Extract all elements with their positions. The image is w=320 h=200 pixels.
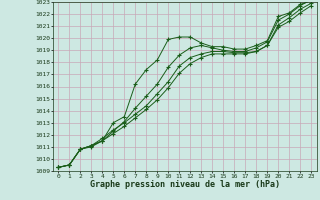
X-axis label: Graphe pression niveau de la mer (hPa): Graphe pression niveau de la mer (hPa) xyxy=(90,180,280,189)
